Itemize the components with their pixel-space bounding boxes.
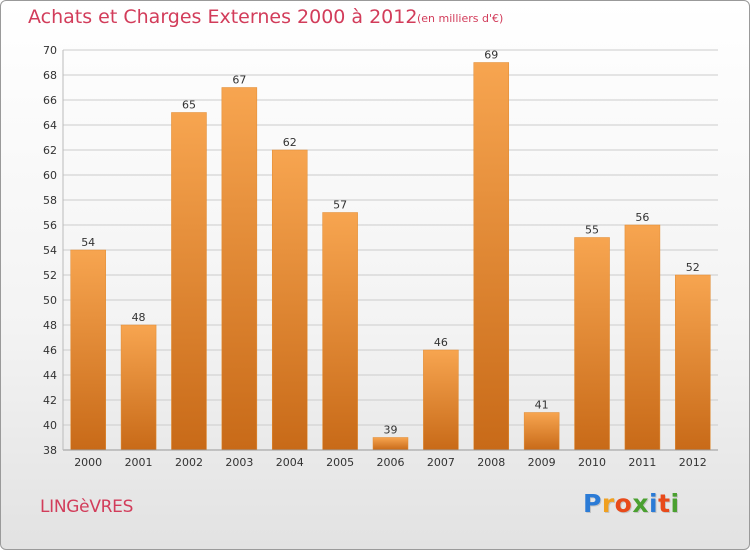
- data-label: 48: [132, 311, 146, 324]
- logo-letter: i: [670, 489, 680, 518]
- data-label: 52: [686, 261, 700, 274]
- y-tick-label: 52: [43, 269, 57, 282]
- data-label: 55: [585, 224, 599, 237]
- y-tick-label: 42: [43, 394, 57, 407]
- data-label: 41: [535, 399, 549, 412]
- bar: [523, 412, 560, 451]
- bar: [120, 324, 157, 451]
- data-label: 54: [81, 236, 95, 249]
- proxiti-logo: Proxiti: [583, 489, 680, 518]
- y-tick-label: 54: [43, 244, 57, 257]
- data-labels: 54 48 65 67 62 57 39 46 69 41 55 56 52: [81, 49, 700, 437]
- y-tick-label: 56: [43, 219, 57, 232]
- x-axis-ticks: 2000 2001 2002 2003 2004 2005 2006 2007 2008 2009…: [74, 456, 707, 469]
- axes: [62, 50, 718, 451]
- y-tick-label: 70: [43, 44, 57, 57]
- logo-letter: r: [601, 489, 615, 518]
- logo-letter: t: [658, 489, 671, 518]
- logo-letter: o: [614, 489, 633, 518]
- data-label: 65: [182, 99, 196, 112]
- x-tick-label: 2010: [578, 456, 606, 469]
- x-tick-label: 2009: [528, 456, 556, 469]
- logo-letter: x: [632, 489, 649, 518]
- chart-title: Achats et Charges Externes 2000 à 2012: [28, 6, 418, 28]
- bar: [574, 237, 610, 451]
- y-tick-label: 50: [43, 294, 57, 307]
- x-tick-label: 2008: [477, 456, 505, 469]
- x-tick-label: 2006: [377, 456, 405, 469]
- bars: [70, 62, 711, 451]
- data-label: 46: [434, 336, 448, 349]
- bar: [221, 87, 258, 451]
- bar: [473, 62, 510, 451]
- bar: [70, 249, 106, 451]
- y-tick-label: 66: [43, 94, 57, 107]
- chart-subtitle: (en milliers d'€): [417, 12, 504, 25]
- y-tick-label: 48: [43, 319, 57, 332]
- commune-name: LINGèVRES: [40, 497, 134, 517]
- x-tick-label: 2004: [276, 456, 304, 469]
- x-tick-label: 2000: [74, 456, 102, 469]
- data-label: 62: [283, 136, 297, 149]
- data-label: 57: [333, 199, 347, 212]
- bar: [271, 149, 308, 451]
- x-tick-label: 2005: [326, 456, 354, 469]
- bar: [675, 274, 711, 451]
- y-tick-label: 60: [43, 169, 57, 182]
- logo-letter: P: [583, 489, 602, 518]
- y-axis-ticks: 38 40 42 44 46 48 50 52 54 56 58 60 62 64 66 68 70: [43, 44, 57, 457]
- bar: [423, 349, 459, 451]
- logo-letter: i: [649, 489, 659, 518]
- y-tick-label: 62: [43, 144, 57, 157]
- x-tick-label: 2007: [427, 456, 455, 469]
- x-tick-label: 2002: [175, 456, 203, 469]
- x-tick-label: 2012: [679, 456, 707, 469]
- data-label: 67: [232, 74, 246, 87]
- grid-lines: [63, 49, 718, 451]
- bar: [372, 437, 409, 451]
- data-label: 69: [484, 49, 498, 62]
- y-tick-label: 46: [43, 344, 57, 357]
- y-tick-label: 44: [43, 369, 57, 382]
- x-tick-label: 2003: [225, 456, 253, 469]
- bar: [171, 112, 207, 451]
- y-tick-label: 58: [43, 194, 57, 207]
- data-label: 56: [635, 211, 649, 224]
- y-tick-label: 68: [43, 69, 57, 82]
- y-tick-label: 40: [43, 419, 57, 432]
- bar: [624, 224, 661, 451]
- bar: [322, 212, 358, 451]
- data-label: 39: [384, 424, 398, 437]
- y-tick-label: 38: [43, 444, 57, 457]
- x-tick-label: 2001: [125, 456, 153, 469]
- x-tick-label: 2011: [628, 456, 656, 469]
- y-tick-label: 64: [43, 119, 57, 132]
